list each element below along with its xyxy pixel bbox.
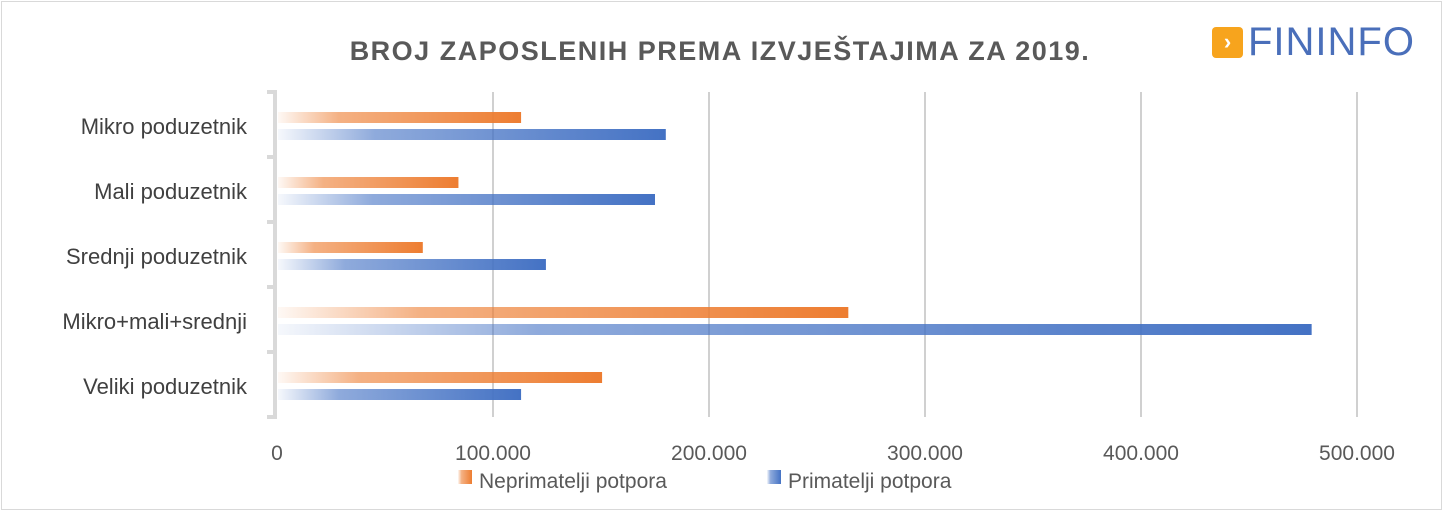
bar-primatelji xyxy=(278,324,1312,335)
bar-primatelji xyxy=(278,389,522,400)
legend-label: Primatelji potpora xyxy=(788,470,952,493)
bar-neprimatelji xyxy=(278,372,603,383)
x-tick-label: 200.000 xyxy=(671,442,747,465)
x-tick-label: 500.000 xyxy=(1319,442,1395,465)
bar-neprimatelji xyxy=(278,177,459,188)
y-category-label: Srednji poduzetnik xyxy=(66,244,248,269)
bar-neprimatelji xyxy=(278,307,849,318)
y-category-label: Mikro poduzetnik xyxy=(81,114,248,139)
arrow-icon: › xyxy=(1212,26,1243,58)
legend-swatch xyxy=(767,470,781,484)
bar-primatelji xyxy=(278,129,666,140)
bar-neprimatelji xyxy=(278,112,522,123)
bar-neprimatelji xyxy=(278,242,423,253)
x-tick-label: 100.000 xyxy=(455,442,531,465)
legend-swatch xyxy=(458,470,472,484)
logo-text: FININFO xyxy=(1248,20,1415,64)
bar-primatelji xyxy=(278,194,655,205)
chart-title: BROJ ZAPOSLENIH PREMA IZVJEŠTAJIMA ZA 20… xyxy=(350,35,1091,66)
x-tick-label: 0 xyxy=(271,442,283,465)
x-tick-label: 400.000 xyxy=(1103,442,1179,465)
fininfo-logo: › FININFO xyxy=(1212,22,1415,62)
x-tick-label: 300.000 xyxy=(887,442,963,465)
bar-primatelji xyxy=(278,259,546,270)
y-category-label: Mikro+mali+srednji xyxy=(62,309,247,334)
legend-label: Neprimatelji potpora xyxy=(479,470,667,493)
y-category-label: Veliki poduzetnik xyxy=(83,374,248,399)
y-category-label: Mali poduzetnik xyxy=(94,179,248,204)
